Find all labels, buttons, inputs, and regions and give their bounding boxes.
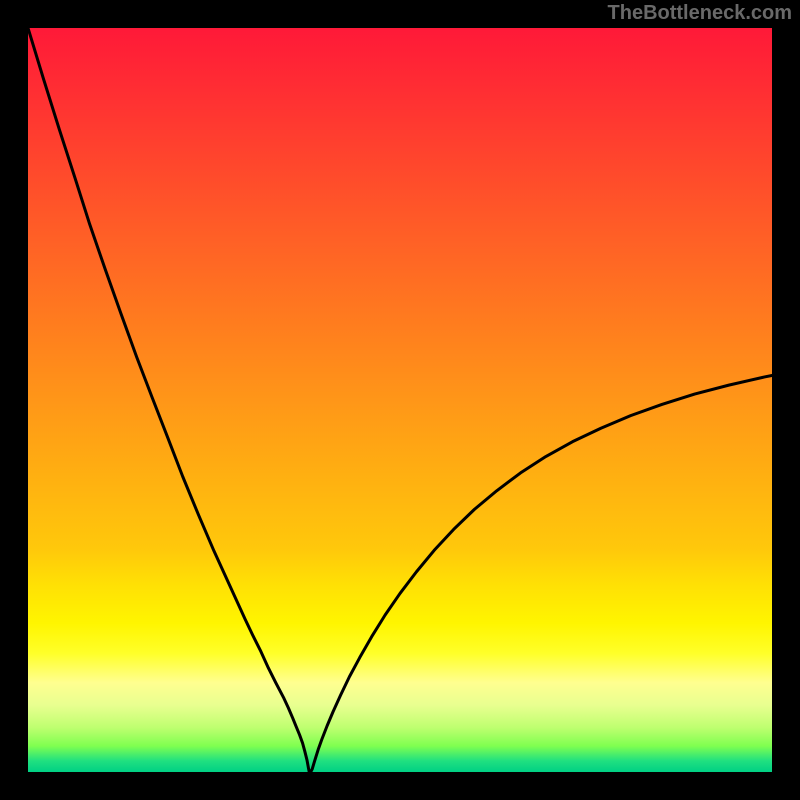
plot-background bbox=[28, 28, 772, 772]
watermark-text: TheBottleneck.com bbox=[608, 2, 792, 25]
chart-frame: TheBottleneck.com bbox=[0, 0, 800, 800]
plot-area bbox=[28, 28, 772, 772]
